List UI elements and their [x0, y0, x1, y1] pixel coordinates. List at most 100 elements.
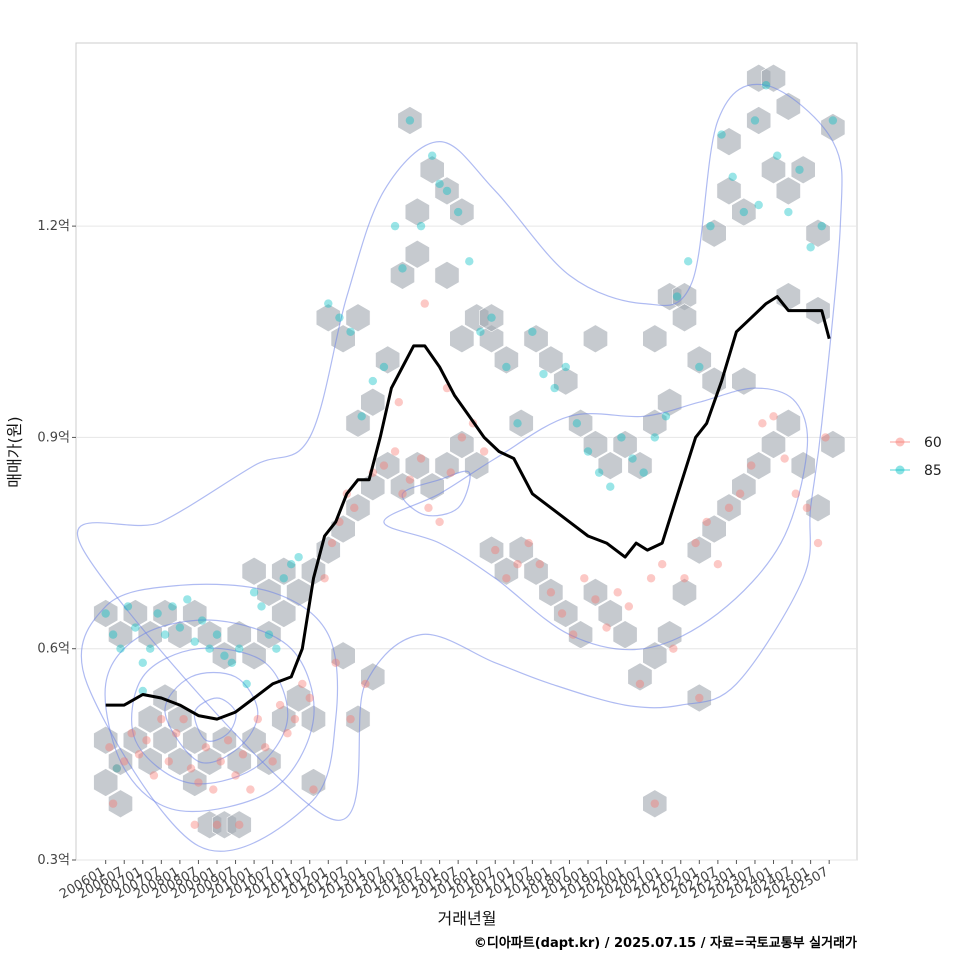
- data-point-85: [153, 609, 162, 618]
- data-point-85: [706, 221, 715, 231]
- chart-caption: ©디아파트(dapt.kr) / 2025.07.15 / 자료=국토교통부 실…: [474, 935, 857, 951]
- data-point-60: [194, 778, 203, 787]
- data-point-60: [405, 475, 415, 484]
- hexbin-cell: [686, 683, 712, 713]
- data-point-85: [242, 679, 251, 689]
- data-point-60: [157, 714, 166, 724]
- data-point-60: [420, 299, 429, 308]
- data-point-60: [513, 559, 522, 569]
- hexbin-cell: [627, 451, 653, 480]
- hexbin-cell: [642, 324, 668, 354]
- data-point-85: [717, 130, 726, 139]
- x-axis: 2006012006072007012007072008012008072009…: [57, 860, 831, 902]
- hexbin-cell: [434, 176, 460, 206]
- hexbin-cell: [390, 261, 415, 290]
- y-tick-label: 0.9억: [37, 430, 70, 445]
- hexbin-cell: [404, 239, 430, 269]
- data-point-60: [635, 679, 645, 689]
- data-point-60: [580, 574, 589, 583]
- hexbin-layer: [93, 63, 846, 840]
- data-point-60: [350, 503, 359, 513]
- data-point-60: [105, 743, 114, 752]
- y-tick-label: 1.2억: [37, 219, 70, 234]
- y-tick-label: 0.3억: [37, 853, 70, 868]
- data-point-85: [205, 644, 214, 653]
- hexbin-cell: [404, 197, 430, 227]
- legend-label-60: 60: [924, 435, 942, 451]
- data-point-60: [650, 799, 659, 808]
- data-point-85: [806, 243, 815, 252]
- data-point-60: [758, 419, 767, 428]
- hexbin-cell: [597, 599, 623, 628]
- data-point-60: [769, 412, 778, 421]
- hexbin-cell: [330, 641, 356, 671]
- data-point-60: [680, 574, 689, 583]
- data-point-60: [557, 609, 567, 618]
- data-point-60: [435, 517, 444, 527]
- data-point-85: [272, 644, 281, 653]
- data-point-85: [754, 200, 763, 210]
- data-point-85: [116, 644, 125, 653]
- data-point-85: [212, 630, 222, 639]
- data-point-85: [175, 623, 185, 632]
- data-point-60: [713, 559, 723, 569]
- data-point-85: [550, 383, 559, 393]
- hexbin-cell: [390, 472, 415, 502]
- hexbin-cell: [716, 176, 742, 206]
- data-point-60: [268, 757, 277, 766]
- hexbin-cell: [479, 303, 505, 333]
- data-point-85: [112, 764, 122, 773]
- hexbin-cell: [449, 430, 475, 459]
- data-point-85: [279, 574, 288, 583]
- data-point-60: [791, 489, 800, 498]
- density-contour: [383, 387, 809, 651]
- hexbin-cell: [493, 556, 519, 586]
- hexbin-cell: [345, 704, 371, 734]
- hexbin-cell: [122, 599, 148, 628]
- hexbin-cell: [716, 493, 742, 523]
- data-point-60: [394, 397, 403, 407]
- hexbin-cell: [672, 303, 697, 333]
- hexbin-cell: [449, 197, 475, 227]
- data-point-60: [112, 764, 122, 773]
- trend-line: [105, 295, 831, 721]
- data-point-85: [487, 313, 496, 322]
- data-point-60: [735, 489, 745, 498]
- data-point-85: [628, 454, 637, 463]
- hexbin-cell: [197, 747, 222, 776]
- hexbin-cell: [241, 556, 267, 586]
- hexbin-cell: [523, 556, 549, 586]
- legend-key-point-85: [895, 465, 905, 475]
- hexbin-cell: [212, 725, 237, 755]
- data-point-60: [479, 447, 489, 456]
- hexbin-cell: [627, 662, 653, 692]
- hexbin-cell: [775, 408, 801, 438]
- hexbin-cell: [137, 704, 163, 734]
- hexbin-cell: [152, 599, 178, 628]
- data-point-85: [101, 609, 110, 618]
- data-point-85: [672, 292, 682, 301]
- data-point-85: [728, 172, 737, 182]
- hexbin-cell: [404, 451, 430, 480]
- data-point-60: [331, 658, 340, 667]
- hexbin-cell: [167, 747, 193, 776]
- y-tick-label: 0.6억: [37, 642, 70, 657]
- data-point-60: [802, 503, 812, 513]
- hexbin-cell: [167, 620, 193, 649]
- data-point-85: [661, 412, 671, 421]
- data-point-60: [253, 714, 263, 724]
- data-point-60: [190, 820, 199, 829]
- hexbin-cell: [612, 620, 638, 649]
- hexbin-cell: [434, 451, 460, 480]
- data-point-85: [379, 362, 389, 372]
- data-point-60: [524, 538, 533, 548]
- hexbin-cell: [360, 662, 386, 692]
- hexbin-cell: [731, 472, 757, 502]
- hexbin-cell: [775, 176, 801, 206]
- hexbin-cell: [553, 599, 579, 628]
- data-point-85: [773, 151, 782, 160]
- data-point-60: [457, 433, 467, 442]
- data-point-60: [691, 538, 700, 548]
- data-point-85: [750, 116, 760, 125]
